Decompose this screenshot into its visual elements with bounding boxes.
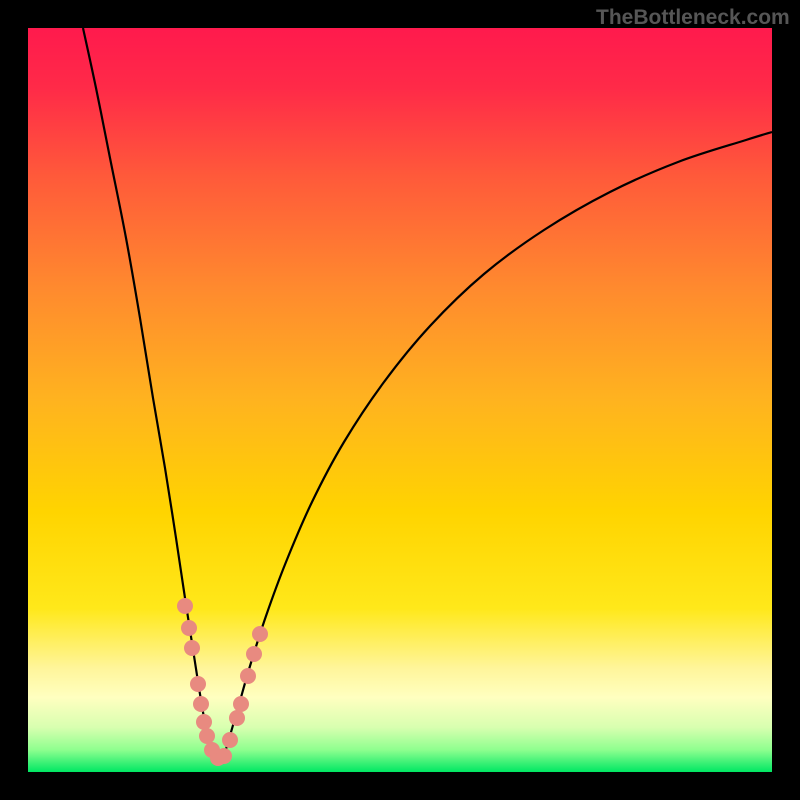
plot-area [28,28,772,772]
data-marker [199,728,215,744]
marker-group [177,598,268,766]
chart-svg [28,28,772,772]
chart-frame: TheBottleneck.com [0,0,800,800]
watermark-text: TheBottleneck.com [596,6,790,30]
data-marker [229,710,245,726]
data-marker [184,640,200,656]
data-marker [252,626,268,642]
data-marker [240,668,256,684]
data-marker [181,620,197,636]
data-marker [190,676,206,692]
data-marker [177,598,193,614]
data-marker [246,646,262,662]
data-marker [193,696,209,712]
data-marker [216,748,232,764]
data-marker [196,714,212,730]
data-marker [222,732,238,748]
right-curve-path [224,132,772,756]
data-marker [233,696,249,712]
